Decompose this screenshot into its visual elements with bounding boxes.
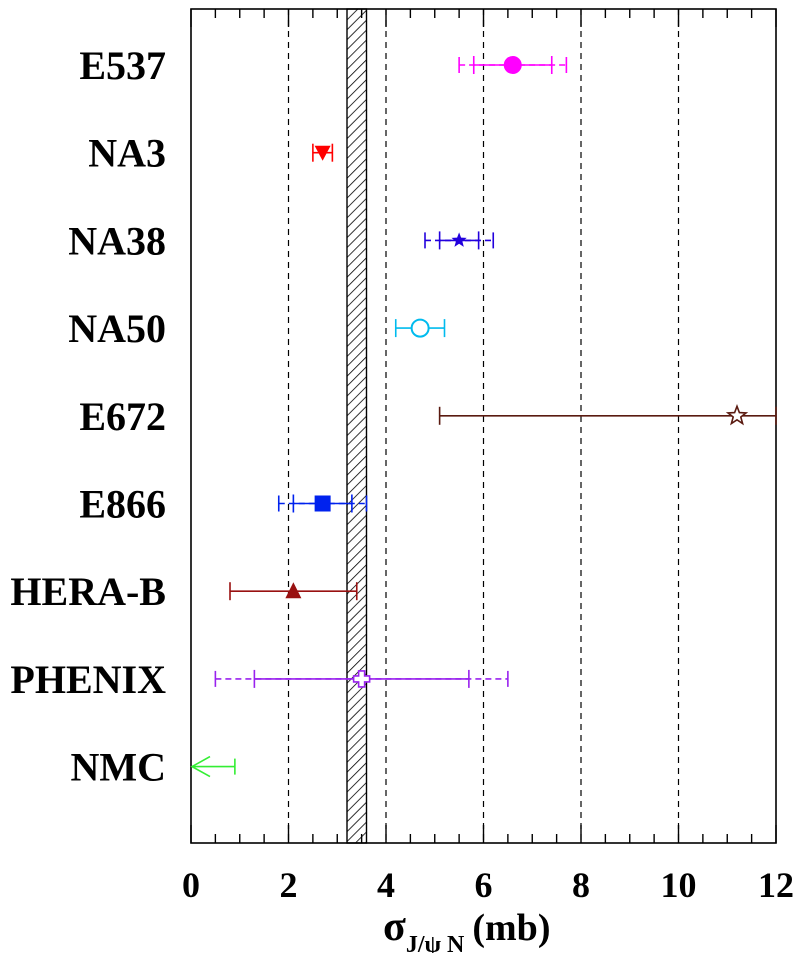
x-tick-label: 4 <box>377 865 395 905</box>
data-point <box>458 56 568 74</box>
data-point <box>312 143 334 162</box>
x-axis-title-subscript: J/ψ N <box>406 932 465 953</box>
experiment-label: NA3 <box>88 131 166 176</box>
experiment-label: E866 <box>79 482 166 527</box>
experiment-label: PHENIX <box>10 657 166 702</box>
experiment-label: HERA-B <box>10 569 166 614</box>
experiment-label: E672 <box>79 394 166 439</box>
x-axis-title-main: σ <box>383 904 406 950</box>
data-point <box>214 669 509 688</box>
experiment-label: NA38 <box>68 218 166 263</box>
x-tick-label: 12 <box>758 865 794 905</box>
x-tick-label: 8 <box>572 865 590 905</box>
experiment-label: NA50 <box>68 306 166 351</box>
data-marker <box>725 404 749 426</box>
hatched-band <box>346 8 368 844</box>
data-point <box>229 582 358 601</box>
x-axis: 0 2 4 6 8 10 12 <box>182 9 794 905</box>
data-marker <box>314 495 331 512</box>
data-point <box>277 494 368 513</box>
data-point <box>424 231 495 250</box>
experiment-labels: E537 NA3 NA38 NA50 E672 E866 HERA-B PHENIX NMC <box>10 43 166 790</box>
data-point <box>394 318 446 338</box>
x-tick-label: 0 <box>182 865 200 905</box>
data-point <box>190 755 236 778</box>
data-marker <box>314 145 331 161</box>
x-axis-title-unit: (mb) <box>472 907 550 949</box>
x-tick-label: 10 <box>661 865 697 905</box>
data-point <box>438 404 777 426</box>
data-series <box>190 56 777 778</box>
data-marker <box>352 670 371 688</box>
upper-limit-arrow <box>190 755 211 778</box>
data-marker <box>451 232 467 247</box>
experiment-label: E537 <box>79 43 166 88</box>
x-tick-label: 2 <box>280 865 298 905</box>
hatched-band-area <box>346 8 368 844</box>
data-marker <box>410 318 430 338</box>
data-marker <box>503 56 522 74</box>
grid-lines <box>287 9 680 843</box>
x-axis-title: σJ/ψ N (mb) <box>383 904 550 953</box>
experiment-label: NMC <box>70 745 166 790</box>
x-tick-label: 6 <box>475 865 493 905</box>
stat-error-bar <box>438 406 777 425</box>
data-marker <box>285 582 302 599</box>
